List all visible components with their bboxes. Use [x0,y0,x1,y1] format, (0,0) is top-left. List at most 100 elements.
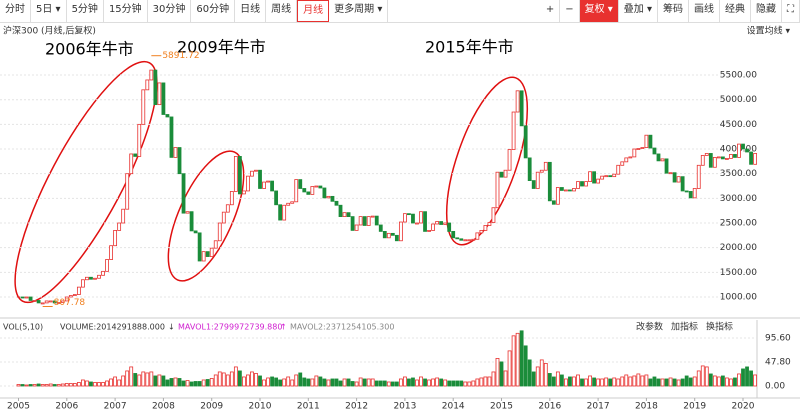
volume-bar [503,370,508,387]
indicator-button[interactable]: 换指标 [706,321,733,333]
volume-bar [547,373,552,387]
candle [205,251,210,257]
candle [266,180,270,183]
candle [716,156,721,159]
toolbar-button[interactable]: 更多周期 ▾ [329,0,389,22]
candle [725,157,729,160]
toolbar-button[interactable]: 15分钟 [104,0,148,22]
volume-bar [382,380,387,387]
volume-bar [451,380,456,387]
volume-bar [394,381,399,387]
x-tick-label: 2012 [345,402,368,412]
volume-bar [688,377,693,387]
candle [664,158,669,174]
volume-bar [133,373,138,387]
candle [475,232,480,240]
volume-bar [105,380,109,387]
toolbar-button[interactable]: 隐藏 [751,0,782,22]
toolbar-button[interactable]: 叠加 ▾ [619,0,658,22]
toolbar-button[interactable]: + [541,0,561,22]
candle [56,302,61,304]
x-tick-label: 2007 [104,402,127,412]
candle [700,155,705,166]
toolbar-button[interactable]: 月线 [297,0,330,22]
volume-bar [720,375,725,387]
volume-bar [483,376,488,387]
candle [572,188,576,192]
candle [250,170,254,177]
toolbar-button[interactable]: 5日 ▾ [31,0,67,22]
candle [362,216,367,226]
volume-bar [447,380,452,387]
settings-button[interactable]: 设置均线 ▾ [747,25,791,37]
ellipse [445,76,529,246]
candle [149,69,154,81]
volume-bar [620,376,625,387]
candle [125,173,130,210]
candle [519,90,524,127]
toolbar-button[interactable]: 30分钟 [148,0,192,22]
volume-bar [555,371,560,387]
candle [282,204,287,221]
candle [117,222,122,231]
x-tick-label: 2010 [249,402,272,412]
volume-bar [708,373,713,387]
candle [382,230,387,239]
toolbar-button[interactable]: 60分钟 [191,0,236,22]
candle [535,171,540,189]
candle [101,270,105,276]
volume-bar [258,375,262,387]
indicator-button[interactable]: 改参数 [636,321,663,333]
volume-bar [141,371,146,387]
candle [310,186,315,195]
y-tick-label: 2500.00 [720,219,757,229]
volume-bar [475,378,480,387]
x-tick-label: 2019 [683,402,706,412]
volume-bar [250,371,254,387]
toolbar-button[interactable]: 日线 [235,0,267,22]
candle [403,213,407,223]
volume-bar [729,378,733,387]
candle [44,300,49,304]
volume-bar [56,384,61,387]
candle [737,143,741,158]
volume-bar [648,378,653,387]
toolbar-button[interactable]: 分时 [0,0,31,22]
toolbar-button[interactable]: − [560,0,580,22]
candle [415,222,419,225]
volume-bar [491,371,496,387]
x-tick-label: 2016 [538,402,561,412]
volume-bar [60,383,65,387]
candle [153,69,158,106]
candle [604,175,609,178]
volume-bar [294,374,299,387]
candle [32,300,37,302]
volume-bar [209,378,214,387]
volume-bar [608,378,613,387]
candle [753,153,757,165]
volume-bar [137,374,142,387]
candle [543,161,548,171]
indicator-button[interactable]: 加指标 [671,321,698,333]
y-tick-label: 5500.00 [720,71,757,81]
candle [640,147,645,149]
volume-header: ↑ [280,323,287,332]
candle [531,180,536,189]
toolbar-button[interactable]: 周线 [266,0,298,22]
candle [660,158,665,162]
candle [483,225,488,231]
volume-bar [604,377,609,387]
toolbar-button[interactable]: 复权 ▾ [579,0,619,22]
candle [97,274,101,279]
toolbar-button[interactable]: 5分钟 [67,0,104,22]
toolbar-button[interactable]: 筹码 [658,0,689,22]
y-tick-label: 95.60 [765,334,791,344]
toolbar-button[interactable]: 经典 [720,0,751,22]
highlight-ellipses [14,60,529,304]
volume-bar [185,380,190,387]
volume-bar [318,376,323,387]
toolbar-button[interactable]: 画线 [689,0,720,22]
candle [733,154,737,158]
volume-bar [439,378,444,387]
candle [342,212,347,217]
